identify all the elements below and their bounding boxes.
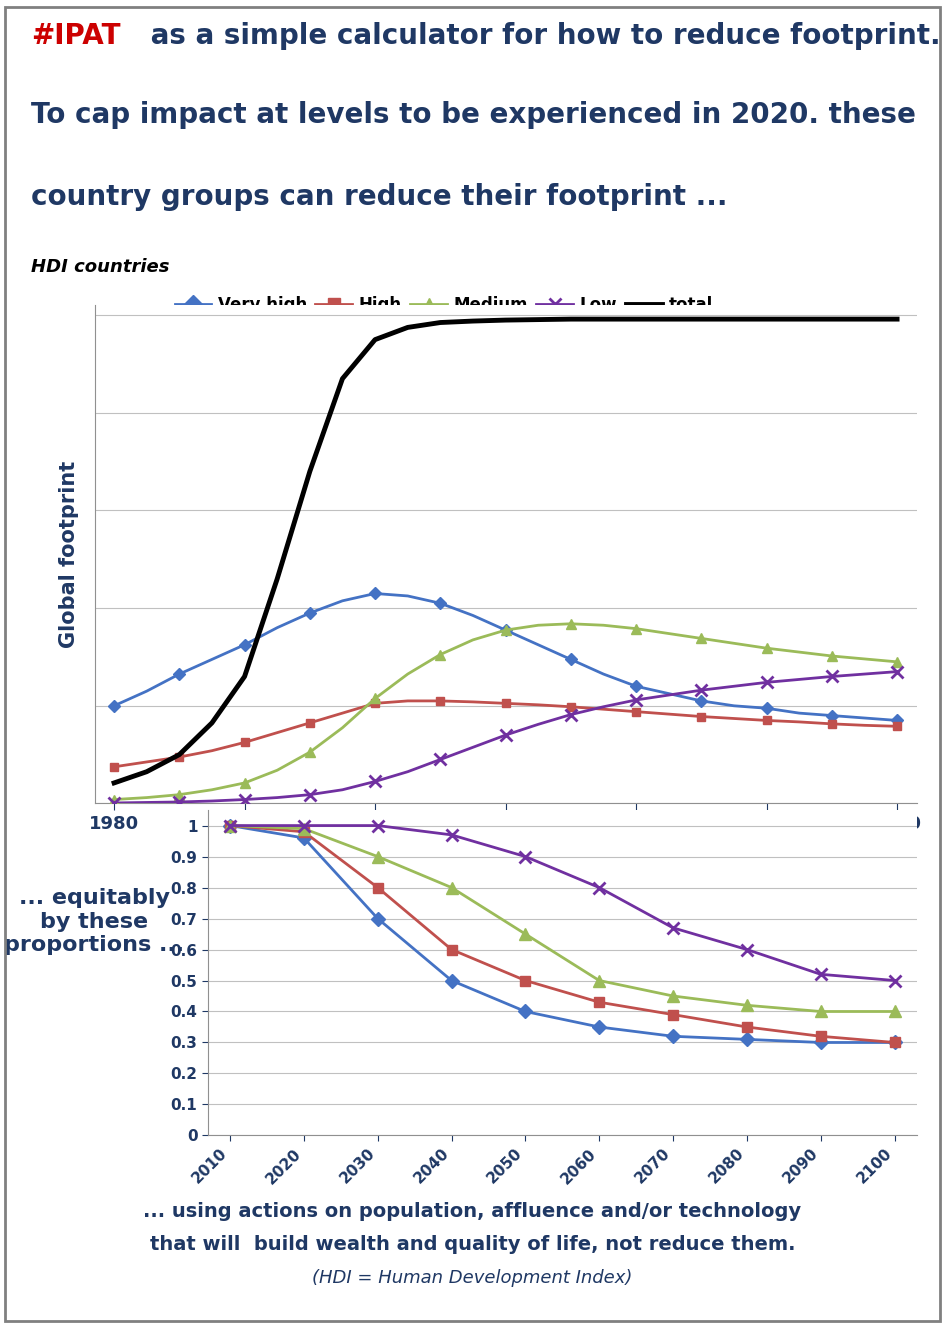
Text: country groups can reduce their footprint ...: country groups can reduce their footprin… bbox=[30, 183, 727, 211]
Text: (HDI = Human Development Index): (HDI = Human Development Index) bbox=[312, 1268, 632, 1287]
Text: that will  build wealth and quality of life, not reduce them.: that will build wealth and quality of li… bbox=[149, 1235, 795, 1254]
Legend: Very high, High, Medium, Low, total: Very high, High, Medium, Low, total bbox=[168, 290, 719, 320]
Y-axis label: Global footprint: Global footprint bbox=[59, 461, 78, 648]
Text: ... using actions on population, affluence and/or technology: ... using actions on population, affluen… bbox=[143, 1202, 801, 1220]
Text: HDI countries: HDI countries bbox=[30, 258, 169, 276]
Text: #IPAT: #IPAT bbox=[30, 23, 120, 50]
Text: To cap impact at levels to be experienced in 2020. these: To cap impact at levels to be experience… bbox=[30, 101, 915, 129]
Text: as a simple calculator for how to reduce footprint.: as a simple calculator for how to reduce… bbox=[142, 23, 940, 50]
Text: ... equitably
by these
proportions ...: ... equitably by these proportions ... bbox=[5, 888, 184, 955]
